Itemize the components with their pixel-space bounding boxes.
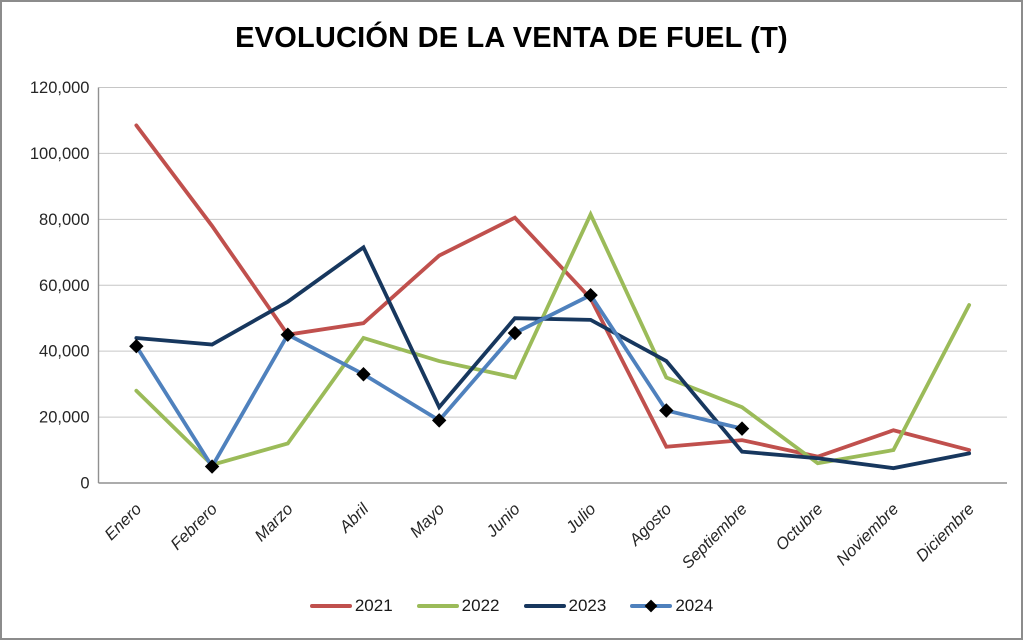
x-axis-label-junio: Junio [482,500,523,541]
legend-item-2021: 2021 [309,596,393,615]
legend-item-2024: 2024 [630,597,713,614]
y-axis-label: 100,000 [30,145,90,163]
x-axis-label-febrero: Febrero [167,500,221,554]
x-axis-label-mayo: Mayo [407,500,448,541]
y-axis-label: 20,000 [39,409,89,427]
marker-diamond-2024 [734,421,750,436]
series-line-2022 [134,209,972,468]
y-axis-label: 120,000 [30,79,90,97]
legend-item-2023: 2023 [523,596,607,615]
marker-diamond-2024 [356,367,371,382]
legend-line-swatch-2021 [309,603,352,608]
x-axis-label-noviembre: Noviembre [833,500,902,569]
legend-line-swatch-2024 [630,599,673,612]
marker-diamond-2024 [280,327,295,342]
chart-title: EVOLUCIÓN DE LA VENTA DE FUEL (T) [235,22,788,54]
plot-area: 0 20,000 40,000 60,000 80,000 100,000 120,000 E… [30,79,1007,573]
x-axis-label-enero: Enero [101,500,145,544]
legend-diamond-icon [644,599,658,612]
marker-diamond-2024 [583,287,598,303]
series-line-2024 [134,292,744,471]
y-axis-label: 80,000 [39,211,89,229]
series-line-2021 [134,123,972,459]
y-axis-label: 40,000 [39,343,89,361]
marker-diamond-2024 [129,339,144,354]
series-line-2023 [134,244,972,471]
legend-label-2022: 2022 [461,596,500,615]
legend-line-swatch-2022 [416,603,459,608]
legend-item-2022: 2022 [416,596,500,615]
y-axis-label: 60,000 [39,277,89,295]
legend-label-2023: 2023 [568,596,607,615]
marker-diamond-2024 [507,325,523,341]
marker-diamond-2024 [204,459,220,474]
y-axis-label: 0 [80,475,89,493]
x-axis-label-septiembre: Septiembre [678,500,750,572]
marker-diamond-2024 [659,403,674,418]
legend-label-2024: 2024 [675,596,714,615]
legend-label-2021: 2021 [354,596,393,615]
marker-diamond-2024 [431,413,447,428]
legend-line-swatch-2023 [523,603,566,608]
x-axis-label-octubre: Octubre [772,500,826,554]
x-axis-label-abril: Abril [336,499,374,537]
x-axis-label-agosto: Agosto [625,500,675,550]
chart-legend: 2021 2022 2023 2024 [2,597,1021,614]
x-axis-label-diciembre: Diciembre [913,500,978,565]
x-axis-label-marzo: Marzo [251,500,296,545]
x-axis-label-julio: Julio [562,500,599,537]
